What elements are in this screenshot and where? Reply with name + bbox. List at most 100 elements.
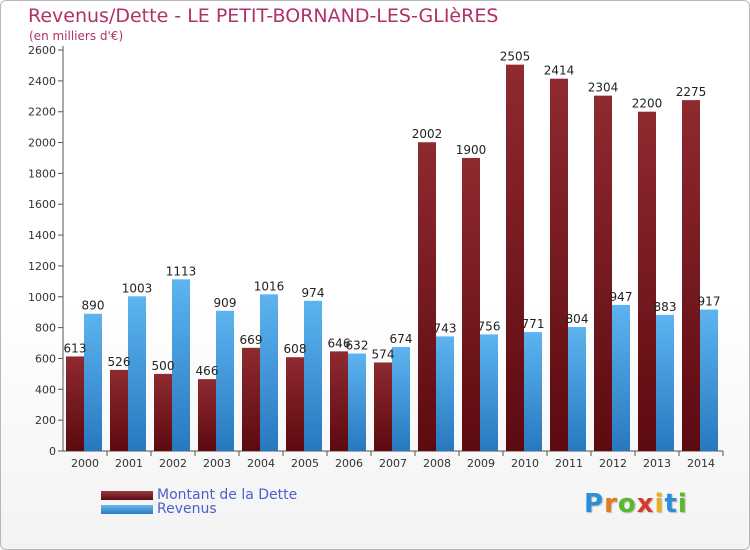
revenue-bar (260, 294, 278, 451)
revenue-value-label: 756 (478, 319, 501, 333)
x-tick-label: 2004 (247, 457, 275, 470)
debt-value-label: 1900 (456, 143, 487, 157)
x-tick-label: 2010 (511, 457, 539, 470)
debt-bar (198, 379, 216, 451)
revenue-bar (84, 313, 102, 451)
revenue-value-label: 883 (654, 300, 677, 314)
revenue-bar (128, 296, 146, 451)
revenue-value-label: 632 (346, 339, 369, 353)
debt-value-label: 2002 (412, 127, 443, 141)
y-tick-label: 200 (35, 414, 56, 427)
x-tick-label: 2008 (423, 457, 451, 470)
x-tick-label: 2001 (115, 457, 143, 470)
revenue-value-label: 804 (566, 312, 589, 326)
revenue-bar (568, 326, 586, 451)
logo-letter: i (654, 489, 665, 519)
x-tick-label: 2012 (599, 457, 627, 470)
debt-value-label: 574 (372, 347, 395, 361)
x-tick-label: 2000 (71, 457, 99, 470)
x-tick-label: 2006 (335, 457, 363, 470)
revenue-bar (436, 336, 454, 451)
debt-value-label: 646 (328, 336, 351, 350)
x-tick-label: 2007 (379, 457, 407, 470)
logo-letter: o (617, 489, 637, 519)
proxiti-logo: Proxiti (584, 489, 688, 519)
legend-item-revenue: Revenus (101, 501, 217, 517)
debt-bar (638, 111, 656, 451)
debt-value-label: 2414 (544, 64, 575, 78)
revenue-value-label: 947 (610, 290, 633, 304)
y-tick-label: 400 (35, 383, 56, 396)
revenue-value-label: 1016 (254, 279, 285, 293)
revenue-bar (348, 353, 366, 451)
debt-value-label: 2200 (632, 97, 663, 111)
debt-bar (330, 351, 348, 451)
y-tick-label: 1000 (28, 291, 56, 304)
revenue-value-label: 909 (214, 296, 237, 310)
legend-item-debt: Montant de la Dette (101, 487, 297, 503)
x-tick-label: 2002 (159, 457, 187, 470)
debt-value-label: 466 (196, 364, 219, 378)
y-tick-label: 600 (35, 352, 56, 365)
revenue-value-label: 890 (82, 299, 105, 313)
debt-value-label: 608 (284, 342, 307, 356)
y-tick-label: 2200 (28, 106, 56, 119)
x-tick-label: 2011 (555, 457, 583, 470)
debt-bar (506, 64, 524, 452)
legend-swatch-revenue (101, 504, 153, 514)
revenue-bar (480, 334, 498, 451)
debt-bar (66, 356, 84, 451)
y-tick-label: 1400 (28, 229, 56, 242)
debt-value-label: 669 (240, 333, 263, 347)
y-tick-label: 1200 (28, 260, 56, 273)
revenue-bar (216, 310, 234, 451)
y-tick-label: 2400 (28, 75, 56, 88)
logo-letter: i (677, 489, 688, 519)
debt-bar (594, 95, 612, 451)
debt-value-label: 613 (64, 341, 87, 355)
logo-letter: r (604, 489, 618, 519)
debt-bar (418, 142, 436, 452)
x-tick-label: 2014 (687, 457, 715, 470)
revenue-bar (172, 279, 190, 451)
debt-bar (154, 373, 172, 451)
x-tick-label: 2009 (467, 457, 495, 470)
chart-title: Revenus/Dette - LE PETIT-BORNAND-LES-GLI… (28, 5, 499, 27)
revenue-bar (524, 332, 542, 451)
debt-value-label: 526 (108, 355, 131, 369)
revenue-value-label: 1113 (166, 264, 197, 278)
chart-subtitle: (en milliers d'€) (29, 29, 124, 43)
legend-label-revenue: Revenus (157, 501, 217, 517)
revenue-value-label: 771 (522, 317, 545, 331)
legend-swatch-debt (101, 490, 153, 500)
y-tick-label: 1800 (28, 167, 56, 180)
revenue-bar (700, 309, 718, 451)
revenue-value-label: 917 (698, 295, 721, 309)
revenue-value-label: 1003 (122, 281, 153, 295)
revenue-value-label: 743 (434, 321, 457, 335)
y-tick-label: 2000 (28, 137, 56, 150)
y-tick-label: 1600 (28, 198, 56, 211)
debt-bar (462, 157, 480, 451)
revenue-bar (392, 347, 410, 451)
revenue-value-label: 974 (302, 286, 325, 300)
logo-letter: x (636, 489, 655, 519)
debt-value-label: 500 (152, 359, 175, 373)
debt-value-label: 2275 (676, 85, 707, 99)
x-tick-label: 2013 (643, 457, 671, 470)
debt-bar (110, 369, 128, 451)
revenue-bar (612, 304, 630, 451)
debt-bar (242, 347, 260, 451)
debt-bar (550, 78, 568, 451)
x-tick-label: 2003 (203, 457, 231, 470)
x-tick-label: 2005 (291, 457, 319, 470)
logo-letter: P (584, 489, 605, 519)
debt-bar (682, 100, 700, 451)
y-tick-label: 2600 (28, 44, 56, 57)
revenue-bar (656, 314, 674, 451)
y-tick-label: 800 (35, 322, 56, 335)
debt-value-label: 2304 (588, 81, 619, 95)
y-tick-label: 0 (49, 445, 56, 458)
